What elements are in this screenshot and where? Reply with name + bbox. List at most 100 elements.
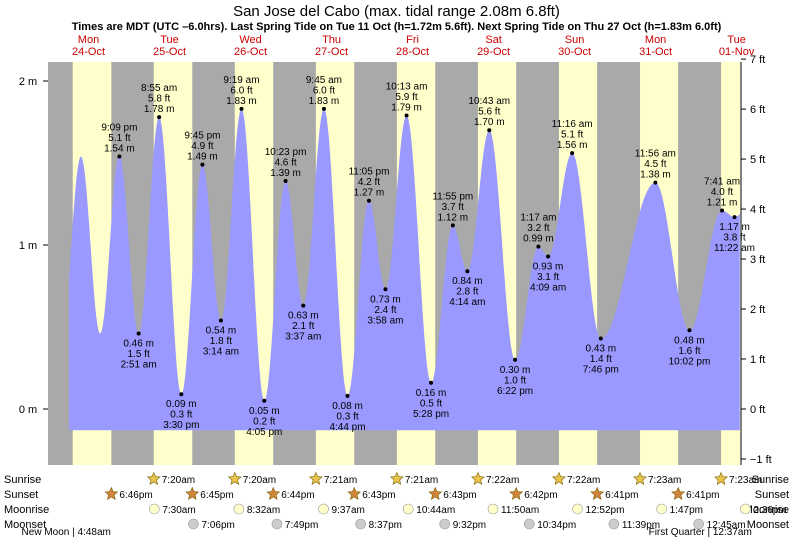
day-name: Wed [239, 34, 261, 46]
sun-moon-events: Sunrise Sunrise Sunset Sunset Moonrise Moonri… [4, 471, 789, 538]
tide-label: 4:44 pm [329, 422, 365, 433]
tide-label: 0.46 m [123, 339, 154, 350]
day-name: Thu [322, 34, 341, 46]
tide-label: 10:23 pm [265, 147, 307, 158]
high-tide-point [536, 244, 541, 249]
low-tide-point [465, 269, 470, 274]
tide-label: 1.38 m [640, 170, 671, 181]
moonrise-time: 1:47pm [670, 505, 703, 516]
tide-label: 11:55 pm [432, 191, 473, 202]
high-tide-point [570, 151, 575, 156]
y-tick-label-right: 4 ft [750, 204, 765, 216]
day-date: 31-Oct [639, 46, 672, 58]
sunrise-time: 7:20am [162, 475, 195, 486]
moonrise-time: 11:50am [501, 505, 539, 516]
sunset-icon [671, 486, 686, 500]
sunset-icon [104, 486, 119, 500]
sunrise-time: 7:23am [648, 475, 681, 486]
moonset-icon [439, 518, 451, 530]
moonset-time: 7:49pm [285, 520, 318, 531]
sunrise-icon [227, 471, 242, 485]
tide-label: 3:14 am [203, 346, 239, 357]
tide-label: 0.30 m [500, 365, 531, 376]
event-row-label-right: Sunrise [752, 474, 789, 486]
tide-label: 10:02 pm [669, 356, 711, 367]
moonrise-icon [740, 503, 751, 515]
moonset-icon [608, 518, 620, 530]
moonset-time: 9:32pm [453, 520, 486, 531]
y-tick-label-right: 5 ft [750, 154, 765, 166]
y-tick-label-left: 1 m [19, 240, 37, 252]
y-tick-label-right: 3 ft [750, 254, 765, 266]
tide-label: 5.6 ft [478, 107, 500, 118]
tide-label: 1:17 am [520, 213, 556, 224]
tide-label: 2.4 ft [374, 305, 396, 316]
tide-label: 0.84 m [452, 276, 483, 287]
low-tide-point [301, 303, 306, 308]
sunset-icon [347, 486, 362, 500]
event-row-label-left: Moonset [4, 519, 46, 531]
sunrise-time: 7:21am [324, 475, 357, 486]
tide-label: 0.48 m [674, 335, 705, 346]
moonset-icon [188, 518, 199, 530]
tide-label: 0.3 ft [170, 410, 192, 421]
day-date: 28-Oct [396, 46, 429, 58]
sunrise-icon [389, 471, 404, 485]
tide-label: 0.2 ft [253, 416, 275, 427]
chart-title: San Jose del Cabo (max. tidal range 2.08… [233, 3, 560, 20]
day-date: 24-Oct [72, 46, 105, 58]
tide-label: 9:19 am [223, 75, 259, 86]
sunrise-time: 7:21am [405, 475, 438, 486]
moonrise-icon [318, 503, 329, 515]
tide-label: 1.8 ft [210, 336, 232, 347]
day-name: Sun [565, 34, 585, 46]
tide-label: 1.39 m [270, 168, 301, 179]
tide-label: 0.73 m [370, 294, 401, 305]
moonrise-icon [233, 503, 245, 515]
tide-label: 4:14 am [449, 297, 485, 308]
moonset-time: 12:45am [707, 520, 746, 531]
tide-label: 1.49 m [187, 152, 218, 163]
high-tide-point [720, 208, 725, 213]
moon-phase-label: First Quarter | 12:37am [649, 527, 752, 538]
tide-area [68, 108, 740, 431]
tide-label: 1.17 m [719, 222, 750, 233]
low-tide-point [218, 318, 223, 323]
moonrise-icon [572, 503, 583, 515]
tide-label: 9:45 pm [184, 131, 220, 142]
tide-label: 9:09 pm [101, 122, 137, 133]
tide-label: 0.16 m [416, 388, 447, 399]
day-date: 29-Oct [477, 46, 510, 58]
tide-label: 6.0 ft [230, 85, 252, 96]
tide-label: 1.27 m [354, 188, 385, 199]
sunrise-time: 7:20am [243, 475, 276, 486]
y-tick-label-left: 0 m [19, 404, 37, 416]
moonrise-time: 12:52pm [586, 505, 625, 516]
event-row-label-left: Sunrise [4, 474, 41, 486]
sunset-time: 6:46pm [119, 490, 152, 501]
tide-label: 0.09 m [166, 399, 197, 410]
day-name: Tue [160, 34, 179, 46]
low-tide-point [429, 380, 434, 385]
sunset-time: 6:44pm [281, 490, 314, 501]
moonset-icon [271, 518, 283, 530]
tide-label: 1.83 m [226, 96, 257, 107]
day-date: 30-Oct [558, 46, 591, 58]
y-axis-left: 0 m 1 m 2 m [19, 76, 48, 416]
tide-label: 1.12 m [438, 212, 469, 223]
event-row-label-right: Moonset [747, 519, 789, 531]
moonrise-icon [402, 503, 414, 515]
tide-label: 1.5 ft [128, 349, 150, 360]
tide-label: 10:43 am [468, 96, 510, 107]
event-row-label-right: Sunset [755, 489, 789, 501]
sunset-icon [185, 486, 200, 500]
tide-label: 4.6 ft [274, 158, 296, 169]
tide-labels: 9:09 pm5.1 ft1.54 m0.46 m1.5 ft2:51 am8:… [101, 75, 755, 438]
tide-label: 0.08 m [332, 401, 363, 412]
tide-label: 0.54 m [206, 325, 237, 336]
tide-label: 4.5 ft [644, 159, 666, 170]
tide-label: 3.2 ft [527, 223, 549, 234]
tide-label: 5.1 ft [108, 133, 130, 144]
day-headers: Mon24-OctTue25-OctWed26-OctThu27-OctFri2… [72, 34, 755, 58]
